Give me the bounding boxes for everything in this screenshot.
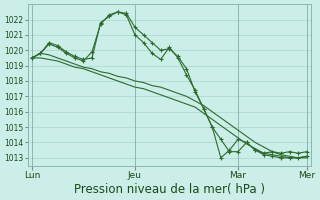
X-axis label: Pression niveau de la mer( hPa ): Pression niveau de la mer( hPa ) bbox=[74, 183, 265, 196]
